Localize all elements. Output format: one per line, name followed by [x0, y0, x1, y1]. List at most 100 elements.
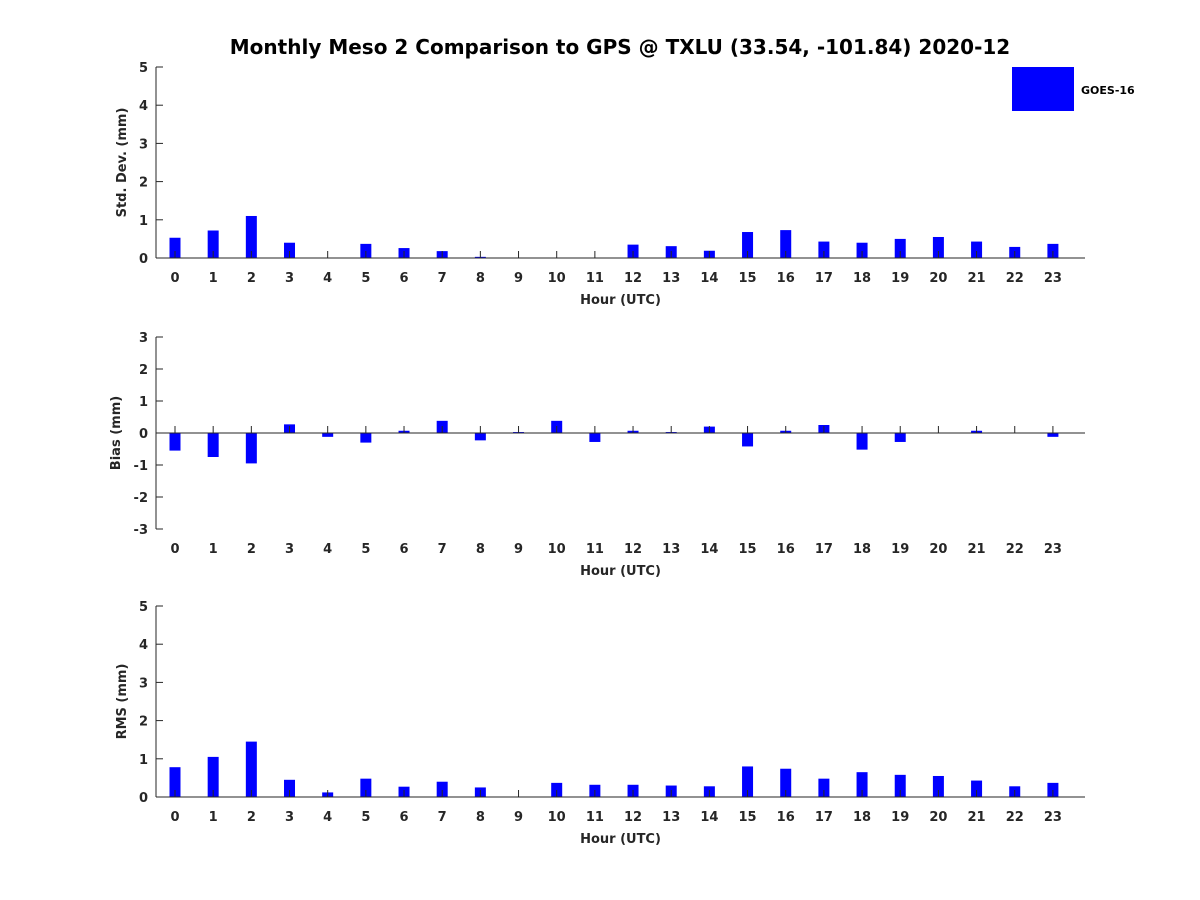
- x-tick-label: 10: [548, 271, 566, 286]
- x-tick-label: 17: [815, 810, 833, 825]
- x-tick-label: 9: [514, 810, 523, 825]
- x-tick-label: 12: [624, 542, 642, 557]
- bar-hour-11: [589, 433, 601, 442]
- x-tick-label: 16: [777, 810, 795, 825]
- y-tick-label: 3: [139, 331, 148, 346]
- y-tick-label: 3: [139, 137, 148, 152]
- x-tick-label: 20: [929, 810, 947, 825]
- y-tick-label: 4: [139, 99, 148, 114]
- x-tick-label: 23: [1044, 271, 1062, 286]
- bar-hour-5: [360, 243, 372, 258]
- x-tick-label: 3: [285, 810, 294, 825]
- bar-hour-23: [1047, 782, 1059, 797]
- x-tick-label: 5: [361, 271, 370, 286]
- y-tick-label: 1: [139, 214, 148, 229]
- x-tick-label: 7: [438, 271, 447, 286]
- x-tick-label: 20: [929, 271, 947, 286]
- y-tick-label: 0: [139, 427, 148, 442]
- x-axis-label: Hour (UTC): [580, 564, 661, 579]
- x-tick-label: 10: [548, 542, 566, 557]
- x-tick-label: 4: [323, 810, 332, 825]
- bar-hour-16: [780, 768, 792, 797]
- y-tick-label: -1: [134, 459, 148, 474]
- x-tick-label: 23: [1044, 542, 1062, 557]
- x-tick-label: 2: [247, 542, 256, 557]
- x-tick-label: 19: [891, 810, 909, 825]
- x-tick-label: 14: [700, 542, 718, 557]
- x-tick-label: 10: [548, 810, 566, 825]
- y-tick-label: 1: [139, 395, 148, 410]
- bar-hour-17: [818, 778, 830, 797]
- y-axis-label: RMS (mm): [115, 664, 130, 740]
- y-tick-label: -3: [134, 523, 148, 538]
- bar-hour-4: [322, 433, 334, 437]
- bar-hour-17: [818, 241, 830, 258]
- y-tick-label: 5: [139, 61, 148, 76]
- x-tick-label: 11: [586, 542, 604, 557]
- bar-hour-8: [474, 433, 486, 441]
- legend-label: GOES-16: [1081, 84, 1135, 97]
- bar-hour-23: [1047, 433, 1059, 437]
- x-tick-label: 23: [1044, 810, 1062, 825]
- x-tick-label: 21: [968, 542, 986, 557]
- x-tick-label: 11: [586, 810, 604, 825]
- x-tick-label: 7: [438, 542, 447, 557]
- x-tick-label: 5: [361, 810, 370, 825]
- x-tick-label: 22: [1006, 810, 1024, 825]
- bar-hour-3: [284, 779, 296, 797]
- x-tick-label: 17: [815, 271, 833, 286]
- x-tick-label: 1: [209, 271, 218, 286]
- bar-hour-1: [207, 756, 219, 797]
- bar-hour-1: [207, 230, 219, 258]
- x-tick-label: 12: [624, 271, 642, 286]
- x-tick-label: 8: [476, 542, 485, 557]
- bar-hour-2: [245, 741, 257, 797]
- x-tick-label: 19: [891, 271, 909, 286]
- x-tick-label: 3: [285, 542, 294, 557]
- x-tick-label: 18: [853, 542, 871, 557]
- x-tick-label: 2: [247, 271, 256, 286]
- y-tick-label: 2: [139, 176, 148, 191]
- x-tick-label: 18: [853, 810, 871, 825]
- bar-hour-20: [932, 775, 944, 797]
- x-axis-label: Hour (UTC): [580, 293, 661, 308]
- bar-hour-19: [894, 433, 906, 442]
- bar-hour-16: [780, 230, 792, 258]
- bar-hour-0: [169, 433, 181, 451]
- bar-hour-20: [932, 236, 944, 258]
- y-axis-label: Std. Dev. (mm): [115, 108, 130, 218]
- bar-hour-7: [436, 781, 448, 797]
- x-tick-label: 20: [929, 542, 947, 557]
- bar-hour-18: [856, 772, 868, 797]
- x-tick-label: 3: [285, 271, 294, 286]
- x-tick-label: 13: [662, 271, 680, 286]
- x-tick-label: 4: [323, 542, 332, 557]
- x-tick-label: 21: [968, 810, 986, 825]
- y-tick-label: 5: [139, 600, 148, 615]
- x-tick-label: 18: [853, 271, 871, 286]
- bar-hour-3: [284, 242, 296, 258]
- legend: GOES-16: [1012, 67, 1135, 111]
- bar-hour-19: [894, 238, 906, 258]
- x-tick-label: 15: [739, 271, 757, 286]
- x-tick-label: 14: [700, 810, 718, 825]
- bar-hour-18: [856, 433, 868, 450]
- bar-hour-15: [742, 433, 754, 447]
- x-tick-label: 4: [323, 271, 332, 286]
- bar-hour-1: [207, 433, 219, 457]
- bar-hour-10: [551, 782, 563, 797]
- x-tick-label: 15: [739, 810, 757, 825]
- x-tick-label: 6: [399, 810, 408, 825]
- bar-hour-5: [360, 778, 372, 797]
- bar-hour-15: [742, 766, 754, 797]
- x-tick-label: 6: [399, 271, 408, 286]
- x-tick-label: 0: [170, 542, 179, 557]
- y-axis-label: Bias (mm): [109, 396, 124, 470]
- x-tick-label: 13: [662, 810, 680, 825]
- x-tick-label: 16: [777, 271, 795, 286]
- bar-hour-23: [1047, 243, 1059, 258]
- bar-hour-21: [971, 241, 983, 258]
- chart-title: Monthly Meso 2 Comparison to GPS @ TXLU …: [230, 35, 1010, 59]
